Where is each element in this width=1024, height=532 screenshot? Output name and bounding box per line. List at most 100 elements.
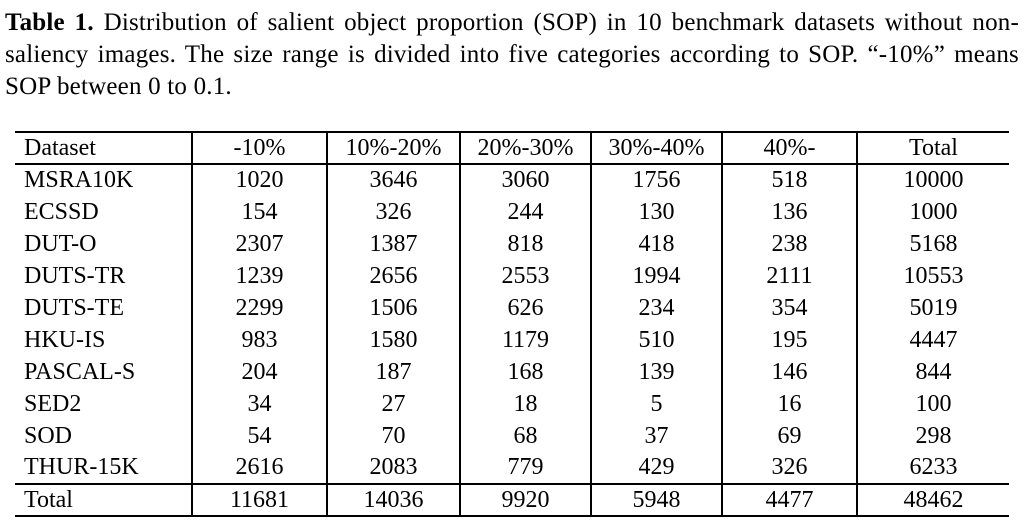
table-cell: 4477 bbox=[721, 484, 857, 516]
table-cell: 204 bbox=[191, 356, 327, 388]
table-cell: 11681 bbox=[191, 484, 327, 516]
table-cell: 354 bbox=[721, 292, 857, 324]
table-cell: 130 bbox=[590, 196, 722, 228]
table-cell: 2299 bbox=[191, 292, 327, 324]
row-label: MSRA10K bbox=[24, 167, 134, 193]
table-cell: 136 bbox=[721, 196, 857, 228]
table-row: ECSSD 154 326 244 130 136 1000 bbox=[15, 196, 1009, 228]
table-row: PASCAL-S 204 187 168 139 146 844 bbox=[15, 356, 1009, 388]
table-cell: 1756 bbox=[590, 164, 722, 196]
table-cell: 1179 bbox=[459, 324, 591, 356]
table-cell: 54 bbox=[191, 420, 327, 452]
table-cell: 48462 bbox=[856, 484, 1009, 516]
table-cell: 1239 bbox=[191, 260, 327, 292]
table-cell: 298 bbox=[856, 420, 1009, 452]
table-cell: 2553 bbox=[459, 260, 591, 292]
caption-label: Table 1. bbox=[5, 9, 94, 36]
table-cell: 1994 bbox=[590, 260, 722, 292]
table-cell: 5019 bbox=[856, 292, 1009, 324]
table-cell: 10553 bbox=[856, 260, 1009, 292]
table-cell: 3060 bbox=[459, 164, 591, 196]
table-row: HKU-IS 983 1580 1179 510 195 4447 bbox=[15, 324, 1009, 356]
table-cell: 37 bbox=[590, 420, 722, 452]
row-label: DUTS-TE bbox=[24, 294, 124, 321]
table-header-row: Dataset -10% 10%-20% 20%-30% 30%-40% 40%- Tota… bbox=[15, 132, 1009, 164]
table-cell: 34 bbox=[191, 388, 327, 420]
row-label: THUR-15K bbox=[24, 454, 139, 480]
table-cell: 2616 bbox=[191, 452, 327, 484]
table-cell: 5 bbox=[590, 388, 722, 420]
table-cell: 234 bbox=[590, 292, 722, 324]
table-cell: 238 bbox=[721, 228, 857, 260]
table-cell: 326 bbox=[326, 196, 460, 228]
sop-distribution-table: Dataset -10% 10%-20% 20%-30% 30%-40% 40%- Tota… bbox=[15, 131, 1009, 517]
table-cell: 244 bbox=[459, 196, 591, 228]
table-cell: 2111 bbox=[721, 260, 857, 292]
table-cell: 14036 bbox=[326, 484, 460, 516]
table-row: DUTS-TR 1239 2656 2553 1994 2111 10553 bbox=[15, 260, 1009, 292]
table-cell: 626 bbox=[459, 292, 591, 324]
table-row: DUTS-TE 2299 1506 626 234 354 5019 bbox=[15, 292, 1009, 324]
column-header: 10%-20% bbox=[326, 132, 460, 164]
table-cell: 844 bbox=[856, 356, 1009, 388]
table-cell: 4447 bbox=[856, 324, 1009, 356]
table-cell: 518 bbox=[721, 164, 857, 196]
table-cell: 139 bbox=[590, 356, 722, 388]
table-cell: 70 bbox=[326, 420, 460, 452]
table-cell: 1506 bbox=[326, 292, 460, 324]
row-label: PASCAL-S bbox=[24, 358, 136, 385]
table-cell: 5948 bbox=[590, 484, 722, 516]
column-header: -10% bbox=[191, 132, 327, 164]
table-cell: 418 bbox=[590, 228, 722, 260]
row-label: HKU-IS bbox=[24, 326, 106, 353]
table-cell: 6233 bbox=[856, 452, 1009, 484]
row-label: ECSSD bbox=[24, 198, 99, 225]
row-label: Total bbox=[24, 486, 73, 513]
table-cell: 983 bbox=[191, 324, 327, 356]
column-header: Total bbox=[856, 132, 1009, 164]
table-row: SOD 54 70 68 37 69 298 bbox=[15, 420, 1009, 452]
table-cell: 146 bbox=[721, 356, 857, 388]
table-cell: 2083 bbox=[326, 452, 460, 484]
table-cell: 1000 bbox=[856, 196, 1009, 228]
row-label: DUT-O bbox=[24, 230, 97, 257]
table-cell: 2656 bbox=[326, 260, 460, 292]
table-cell: 818 bbox=[459, 228, 591, 260]
column-header-dataset: Dataset bbox=[24, 134, 96, 161]
column-header: 30%-40% bbox=[590, 132, 722, 164]
table-cell: 154 bbox=[191, 196, 327, 228]
table-total-row: Total 11681 14036 9920 5948 4477 48462 bbox=[15, 484, 1009, 516]
row-label: SOD bbox=[24, 422, 73, 449]
table-cell: 18 bbox=[459, 388, 591, 420]
table-row: SED2 34 27 18 5 16 100 bbox=[15, 388, 1009, 420]
table-cell: 9920 bbox=[459, 484, 591, 516]
table-cell: 168 bbox=[459, 356, 591, 388]
table-cell: 1020 bbox=[191, 164, 327, 196]
table-cell: 68 bbox=[459, 420, 591, 452]
row-label: DUTS-TR bbox=[24, 262, 126, 289]
table-cell: 429 bbox=[590, 452, 722, 484]
caption-text: Distribution of salient object proportio… bbox=[5, 9, 1020, 100]
table-cell: 1387 bbox=[326, 228, 460, 260]
table-cell: 779 bbox=[459, 452, 591, 484]
column-header: 20%-30% bbox=[459, 132, 591, 164]
table-row: MSRA10K 1020 3646 3060 1756 518 10000 bbox=[15, 164, 1009, 196]
table-cell: 10000 bbox=[856, 164, 1009, 196]
table-cell: 16 bbox=[721, 388, 857, 420]
table-cell: 100 bbox=[856, 388, 1009, 420]
column-header: 40%- bbox=[721, 132, 857, 164]
table-cell: 69 bbox=[721, 420, 857, 452]
table-cell: 3646 bbox=[326, 164, 460, 196]
table-cell: 510 bbox=[590, 324, 722, 356]
table-cell: 27 bbox=[326, 388, 460, 420]
table-cell: 1580 bbox=[326, 324, 460, 356]
table-cell: 187 bbox=[326, 356, 460, 388]
table-cell: 326 bbox=[721, 452, 857, 484]
table-cell: 195 bbox=[721, 324, 857, 356]
table-row: DUT-O 2307 1387 818 418 238 5168 bbox=[15, 228, 1009, 260]
table-cell: 2307 bbox=[191, 228, 327, 260]
row-label: SED2 bbox=[24, 390, 82, 417]
table-row: THUR-15K 2616 2083 779 429 326 6233 bbox=[15, 452, 1009, 484]
table-cell: 5168 bbox=[856, 228, 1009, 260]
